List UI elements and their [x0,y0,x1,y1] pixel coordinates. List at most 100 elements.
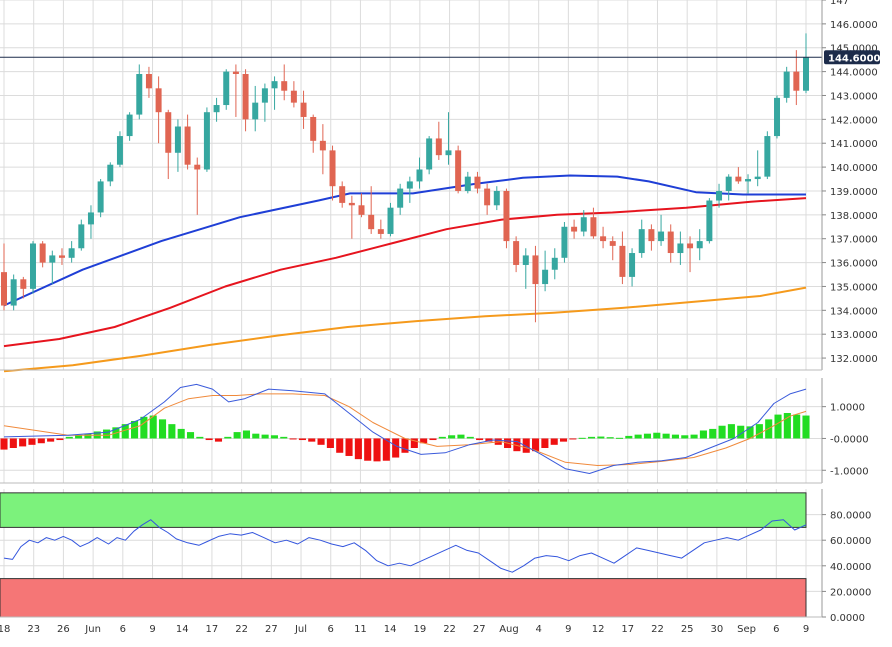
candle-body [754,176,761,180]
candle-body [542,269,549,285]
price-tick-label: 141.0000 [830,139,878,150]
panel-frames [0,0,823,618]
candle-body [803,57,809,91]
y-axis-labels: 132.0000 133.0000 134.0000 135.0000 136.0000… [822,0,878,624]
macd-histogram-bar [429,438,437,441]
last-price-tag: 144.6000 [824,50,881,65]
candle-body [522,255,529,265]
candle-body [667,231,674,254]
sma-mid-line [3,197,807,348]
macd-histogram-bar [662,433,670,439]
macd-histogram-bar [326,438,334,448]
x-tick-label: 19 [413,624,426,635]
candle-body [764,136,771,177]
candle-body [145,74,152,89]
macd-histogram-bar [625,435,633,439]
price-tick-label: 133.0000 [830,330,878,341]
candle-body [97,181,104,213]
last-price-tag-bg [824,50,880,65]
macd-histogram-bar [289,438,297,440]
x-tick-label: 22 [651,624,664,635]
price-tick-label: 143.0000 [830,91,878,102]
candle-body [474,176,481,189]
candlesticks [1,33,809,323]
candle-body [232,71,239,74]
macd-histogram-bar [466,436,474,439]
macd-histogram-bar [532,438,540,452]
macd-histogram-bar [578,437,586,439]
candle-body [10,279,17,306]
candle-body [252,102,259,120]
macd-histogram-bar [681,435,689,439]
candle-body [406,181,413,189]
macd-histogram-bar [401,438,409,453]
x-tick-label: 4 [535,624,541,635]
macd-histogram-bar [158,419,167,439]
x-tick-label: 17 [206,624,219,635]
candle-body [126,114,133,137]
candle-body [561,226,568,258]
macd-histogram-bar [699,430,707,439]
price-tick-label: 140.0000 [830,163,878,174]
candle-body [281,81,288,91]
candle-body [571,226,578,232]
macd-histogram-bar [634,434,642,439]
candle-body [658,231,665,242]
x-tick-label: 17 [621,624,634,635]
price-tick-label: 147 [830,0,849,7]
macd-signal-line [3,393,807,466]
candle-body [136,74,143,115]
macd-histogram-bar [345,438,353,456]
candle-body [735,176,742,182]
macd-histogram-bar [196,436,204,439]
rsi-panel [0,492,807,618]
candle-body [590,217,597,237]
macd-histogram-bar [438,436,446,439]
macd-histogram-bar [755,424,763,439]
macd-histogram-bar [793,414,801,439]
macd-histogram-bar [205,438,213,441]
price-tick-label: 135.0000 [830,282,878,293]
candle-body [358,205,365,215]
x-axis-labels: 18 23 26 Jun 6 9 14 17 22 27 Jul 6 11 14 19 22 27 Aug 4 9 12… [0,624,809,635]
candle-body [580,217,587,232]
candle-body [184,126,191,165]
candle-body [368,214,375,230]
rsi-tick-label: 20.0000 [830,587,871,598]
macd-tick-label: 1.0000 [830,403,865,414]
candle-body [484,188,491,206]
candle-body [677,243,684,254]
x-tick-label: 14 [176,624,189,635]
candle-body [203,112,210,170]
candle-body [638,229,645,254]
price-tick-label: 132.0000 [830,354,878,365]
candle-body [155,88,162,113]
x-tick-label: Jul [294,624,307,635]
candle-body [39,243,46,263]
macd-histogram-bar [140,416,148,439]
macd-histogram-bar [84,433,92,439]
macd-histogram-bar [252,433,260,439]
macd-histogram-bar [559,438,568,442]
candle-body [696,241,703,249]
macd-histogram-bar [224,436,232,439]
macd-histogram-bar [177,428,185,439]
rsi-tick-label: 80.0000 [830,511,871,522]
macd-tick-label: -1.0000 [830,466,869,477]
candle-body [793,71,800,91]
candle-body [49,255,56,263]
price-tick-label: 146.0000 [830,20,878,31]
macd-histogram-bar [28,438,36,445]
x-tick-label: 22 [235,624,248,635]
x-tick-label: 18 [0,624,10,635]
x-tick-label: 6 [120,624,126,635]
x-tick-label: 25 [681,624,694,635]
price-tick-label: 138.0000 [830,211,878,222]
macd-histogram-bar [354,438,362,460]
x-tick-label: Sep [737,624,756,635]
candle-body [329,150,336,187]
candle-body [310,116,317,141]
candle-body [706,200,713,242]
macd-histogram-bar [587,436,596,439]
